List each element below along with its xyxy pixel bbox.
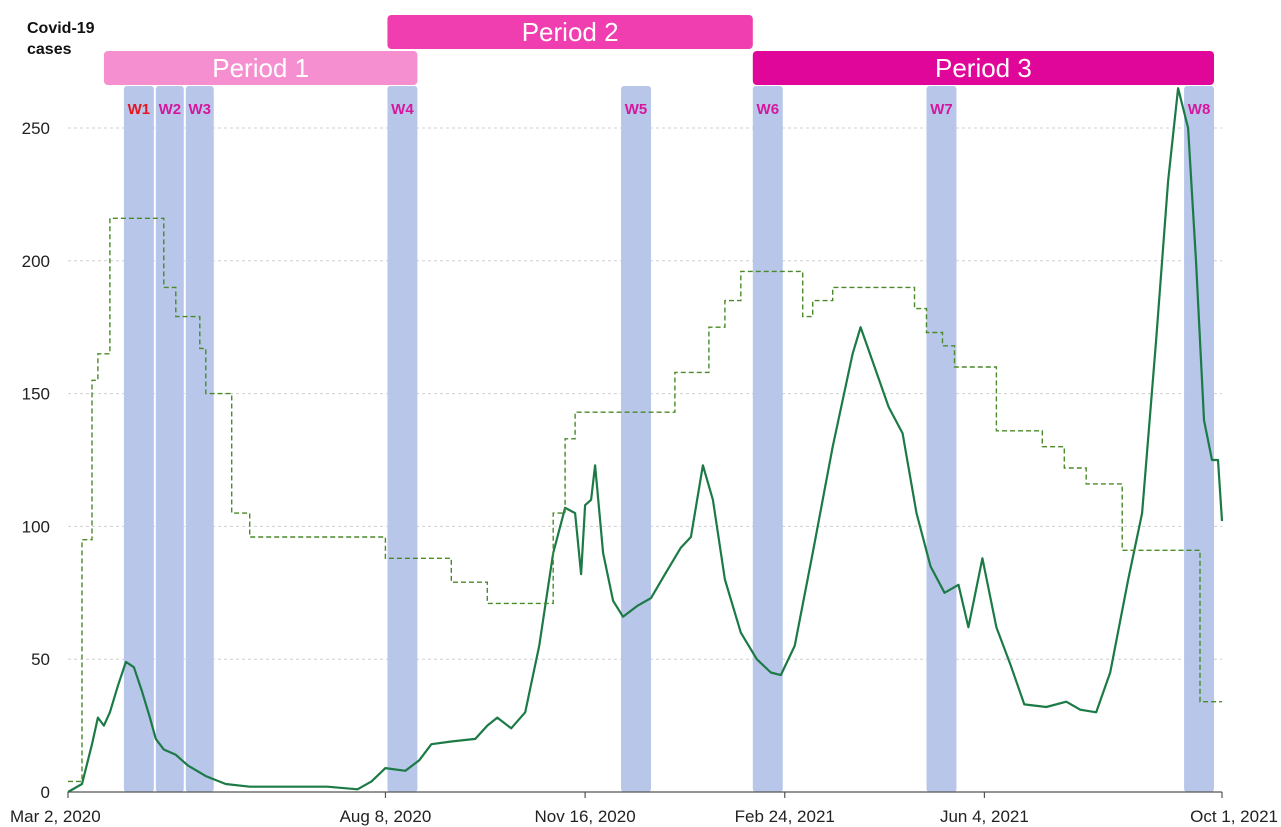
x-tick-label: Jun 4, 2021 — [940, 807, 1029, 826]
y-tick-label: 150 — [22, 385, 50, 404]
period-bar — [752, 51, 1215, 85]
period-label: Period 2 — [522, 17, 619, 47]
window-label: W4 — [391, 101, 414, 118]
window-band — [387, 86, 418, 792]
x-tick-label: Mar 2, 2020 — [10, 807, 101, 826]
window-band — [926, 86, 957, 792]
period-label: Period 3 — [935, 53, 1032, 83]
y-tick-label: 50 — [31, 650, 50, 669]
period-bar — [103, 51, 418, 85]
window-band — [155, 86, 184, 792]
window-band — [621, 86, 651, 792]
window-band — [185, 86, 214, 792]
x-tick-label: Nov 16, 2020 — [535, 807, 636, 826]
window-band — [752, 86, 783, 792]
y-tick-label: 100 — [22, 517, 50, 536]
window-label: W2 — [159, 101, 182, 118]
y-tick-label: 250 — [22, 119, 50, 138]
window-label: W1 — [128, 101, 151, 118]
window-label: W3 — [189, 101, 212, 118]
period-label: Period 1 — [212, 53, 309, 83]
y-axis-label-line: cases — [27, 41, 72, 58]
y-axis-label: Covid-19 cases — [27, 20, 95, 58]
x-tick-label: Oct 1, 2021 — [1190, 807, 1278, 826]
series-lines — [67, 87, 1224, 793]
window-label: W8 — [1188, 101, 1211, 118]
x-tick-label: Aug 8, 2020 — [340, 807, 432, 826]
x-tick-label: Feb 24, 2021 — [735, 807, 835, 826]
period-bar — [387, 15, 753, 49]
y-tick-label: 0 — [41, 783, 50, 802]
y-axis-label-line: Covid-19 — [27, 20, 95, 37]
window-band — [123, 86, 154, 792]
step-series-line — [68, 217, 1222, 783]
window-bands — [123, 86, 1215, 792]
cases-series-line — [67, 87, 1224, 793]
window-label: W5 — [625, 101, 648, 118]
y-tick-label: 200 — [22, 252, 50, 271]
window-band — [1184, 86, 1215, 792]
axes: 0 50 100 150 200 250 Mar 2, 2020 Aug 8, 2020 Nov… — [10, 119, 1278, 826]
window-label: W7 — [930, 101, 953, 118]
period-bars: Period 1 Period 2 Period 3 — [103, 15, 1215, 85]
window-labels: W1 W2 W3 W4 W5 W6 W7 W8 — [128, 101, 1211, 118]
window-label: W6 — [757, 101, 780, 118]
